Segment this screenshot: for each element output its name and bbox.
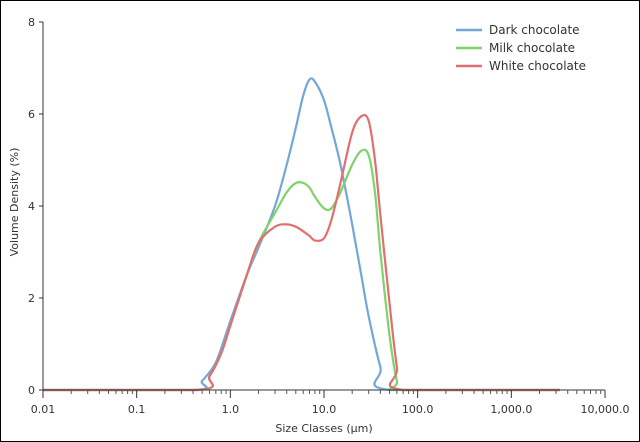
axes: 0 2 4 6 8 0.01 0.1 1.0 10.0 100.0 1,000.0 10,000.0 [28,16,629,416]
y-tick-label: 6 [28,108,35,121]
series-line-milk-chocolate [43,148,560,392]
x-tick-label: 10,000.0 [581,403,630,416]
legend: Dark chocolate Milk chocolate White chocol… [456,23,586,73]
x-tick-label: 0.1 [128,403,146,416]
legend-label-white-chocolate: White chocolate [489,59,586,73]
legend-label-milk-chocolate: Milk chocolate [489,41,575,55]
y-tick-label: 8 [28,16,35,29]
series-line-white-chocolate [43,113,560,392]
x-tick-label: 1,000.0 [490,403,532,416]
x-tick-label: 1.0 [222,403,240,416]
series-layer [43,77,560,392]
x-tick-label: 100.0 [402,403,434,416]
x-tick-label: 0.01 [31,403,56,416]
y-tick-label: 2 [28,292,35,305]
legend-label-dark-chocolate: Dark chocolate [489,23,580,37]
x-axis-title: Size Classes (µm) [275,422,372,435]
x-tick-label: 10.0 [312,403,337,416]
y-axis-title: Volume Density (%) [8,148,21,257]
series-line-dark-chocolate [43,77,560,392]
y-tick-label: 0 [28,384,35,397]
y-tick-label: 4 [28,200,35,213]
